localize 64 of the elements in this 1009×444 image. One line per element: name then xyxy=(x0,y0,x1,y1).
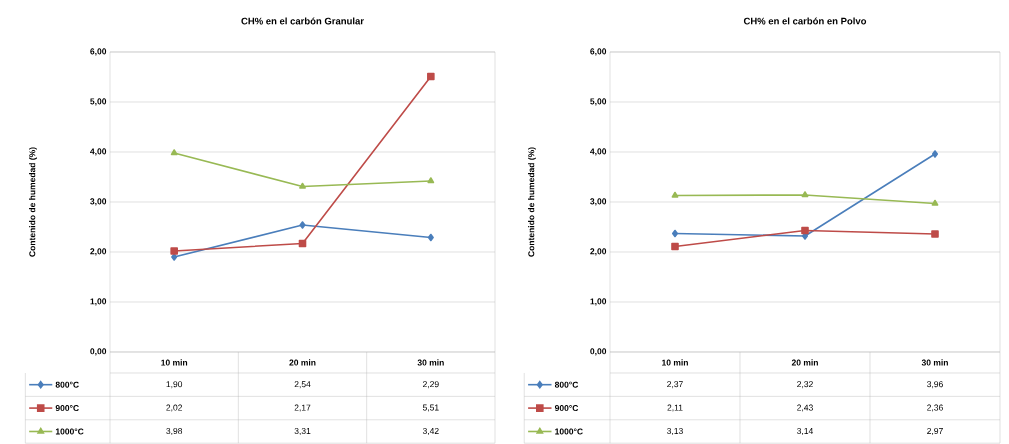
y-tick-label: 3,00 xyxy=(590,198,607,206)
y-tick-label: 4,00 xyxy=(590,148,607,156)
data-label: 3,14 xyxy=(797,427,814,435)
point xyxy=(427,233,434,242)
data-label: 2,97 xyxy=(927,427,943,435)
y-tick-label: 6,00 xyxy=(590,48,607,56)
data-label: 2,11 xyxy=(667,404,683,412)
point xyxy=(801,191,809,198)
point xyxy=(671,229,679,238)
x-tick-label: 20 min xyxy=(791,359,818,366)
point xyxy=(299,221,306,229)
data-label: 2,29 xyxy=(422,381,439,389)
data-label: 2,54 xyxy=(294,381,311,389)
point xyxy=(171,253,178,261)
x-tick-label: 20 min xyxy=(289,359,316,366)
data-label: 3,98 xyxy=(166,427,183,435)
data-label: 2,37 xyxy=(667,381,683,389)
point xyxy=(170,247,178,255)
data-label: 1,90 xyxy=(166,381,183,389)
point xyxy=(801,226,809,235)
y-tick-label: 0,00 xyxy=(90,348,107,356)
data-label: 3,42 xyxy=(422,427,439,435)
legend-label: 1000°C xyxy=(555,428,583,435)
y-tick-label: 2,00 xyxy=(590,248,607,256)
x-tick-label: 10 min xyxy=(161,359,188,366)
data-label: 5,51 xyxy=(422,404,439,412)
legend-label: 900°C xyxy=(55,405,79,412)
x-tick-label: 10 min xyxy=(662,359,688,366)
point xyxy=(931,230,939,238)
point xyxy=(671,242,679,251)
y-tick-label: 1,00 xyxy=(590,298,607,306)
point xyxy=(427,177,435,184)
point xyxy=(931,199,939,206)
y-tick-label: 1,00 xyxy=(90,298,107,306)
data-label: 3,13 xyxy=(667,427,683,435)
data-label: 2,02 xyxy=(166,404,183,412)
data-label: 3,96 xyxy=(927,381,943,389)
y-axis-title: Contenido de humedad (%) xyxy=(528,147,536,257)
x-tick-label: 30 min xyxy=(417,359,444,366)
data-label: 3,31 xyxy=(294,427,311,435)
y-tick-label: 4,00 xyxy=(90,148,107,156)
y-tick-label: 2,00 xyxy=(90,248,107,256)
point xyxy=(299,182,306,189)
legend-label: 800°C xyxy=(55,381,79,388)
legend-label: 900°C xyxy=(554,405,579,412)
legend-label: 800°C xyxy=(554,381,579,388)
chart-title: CH% en el carbón Granular xyxy=(241,17,364,25)
point xyxy=(170,149,178,156)
data-label: 2,36 xyxy=(927,404,943,412)
y-tick-label: 3,00 xyxy=(90,198,107,206)
y-axis-title: Contenido de humedad (%) xyxy=(29,147,37,257)
point xyxy=(427,72,435,81)
legend-label: 1000°C xyxy=(55,428,84,435)
x-tick-label: 30 min xyxy=(921,359,948,366)
data-label: 2,17 xyxy=(294,404,311,412)
chart-title: CH% en el carbón en Polvo xyxy=(743,17,867,25)
data-label: 2,32 xyxy=(797,381,813,389)
y-tick-label: 0,00 xyxy=(590,348,607,356)
y-tick-label: 6,00 xyxy=(90,48,107,56)
y-tick-label: 5,00 xyxy=(90,98,107,106)
y-tick-label: 5,00 xyxy=(590,98,607,106)
data-label: 2,43 xyxy=(797,404,813,412)
point xyxy=(931,150,939,158)
point xyxy=(671,191,679,198)
